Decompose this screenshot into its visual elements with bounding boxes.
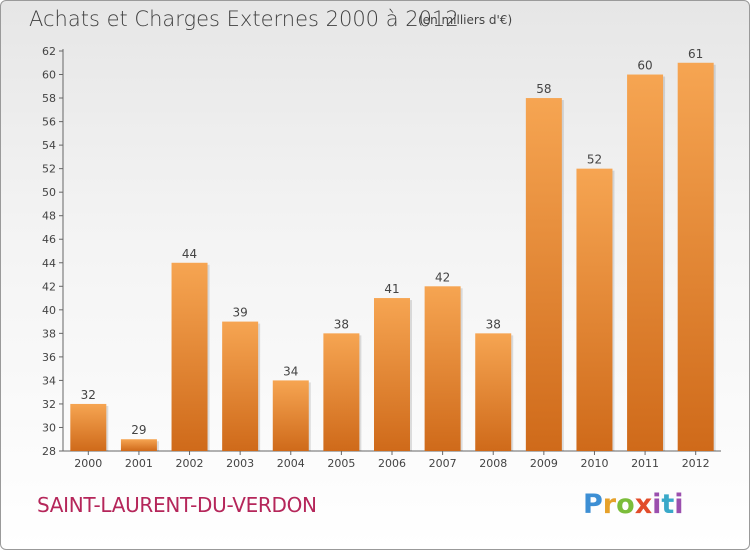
x-tick-label: 2007: [429, 457, 457, 470]
bar-value-label: 61: [688, 47, 703, 61]
bar-value-label: 42: [435, 270, 450, 284]
y-tick-label: 40: [42, 304, 56, 317]
bar: [272, 380, 309, 451]
y-tick-label: 60: [42, 69, 56, 82]
y-tick-label: 62: [42, 45, 56, 58]
bar-value-label: 41: [384, 282, 399, 296]
x-tick-label: 2010: [580, 457, 608, 470]
y-tick-label: 52: [42, 163, 56, 176]
y-tick-label: 58: [42, 92, 56, 105]
bar-value-label: 58: [536, 82, 551, 96]
y-tick-label: 32: [42, 398, 56, 411]
x-tick-label: 2004: [277, 457, 305, 470]
bar-value-label: 34: [283, 364, 298, 378]
bar: [120, 439, 157, 451]
x-tick-label: 2002: [176, 457, 204, 470]
y-tick-label: 28: [42, 445, 56, 458]
y-tick-label: 50: [42, 186, 56, 199]
y-tick-label: 54: [42, 139, 56, 152]
bar-value-label: 52: [587, 153, 602, 167]
x-tick-label: 2000: [74, 457, 102, 470]
bar: [222, 321, 259, 451]
commune-name: SAINT-LAURENT-DU-VERDON: [37, 493, 317, 517]
bar: [323, 333, 360, 451]
y-tick-label: 36: [42, 351, 56, 364]
bar: [374, 298, 410, 451]
y-tick-label: 46: [42, 233, 56, 246]
bar: [171, 262, 208, 451]
bar: [576, 168, 613, 451]
bar-value-label: 29: [131, 423, 146, 437]
y-tick-label: 34: [42, 374, 56, 387]
y-tick-label: 38: [42, 327, 56, 340]
bar-value-label: 38: [486, 317, 501, 331]
y-tick-label: 56: [42, 116, 56, 129]
y-tick-label: 44: [42, 257, 56, 270]
bar: [424, 286, 461, 451]
y-tick-label: 48: [42, 210, 56, 223]
x-tick-label: 2011: [631, 457, 659, 470]
bar: [70, 403, 107, 451]
proxiti-logo: Proxiti: [583, 489, 684, 520]
bar-value-label: 39: [233, 306, 248, 320]
x-tick-label: 2009: [530, 457, 558, 470]
bar-value-label: 60: [637, 59, 652, 73]
x-tick-label: 2003: [226, 457, 254, 470]
x-tick-label: 2006: [378, 457, 406, 470]
y-tick-label: 30: [42, 421, 56, 434]
x-tick-label: 2012: [682, 457, 710, 470]
bar: [525, 98, 562, 451]
x-tick-label: 2008: [479, 457, 507, 470]
bar: [475, 333, 512, 451]
bar: [627, 74, 664, 451]
bar: [677, 62, 714, 451]
y-tick-label: 42: [42, 280, 56, 293]
bar-value-label: 32: [81, 388, 96, 402]
x-tick-label: 2005: [327, 457, 355, 470]
bar-value-label: 44: [182, 247, 197, 261]
chart-subtitle: (en milliers d'€): [418, 13, 513, 27]
chart-title: Achats et Charges Externes 2000 à 2012: [29, 7, 459, 31]
x-tick-label: 2001: [125, 457, 153, 470]
bar-value-label: 38: [334, 317, 349, 331]
